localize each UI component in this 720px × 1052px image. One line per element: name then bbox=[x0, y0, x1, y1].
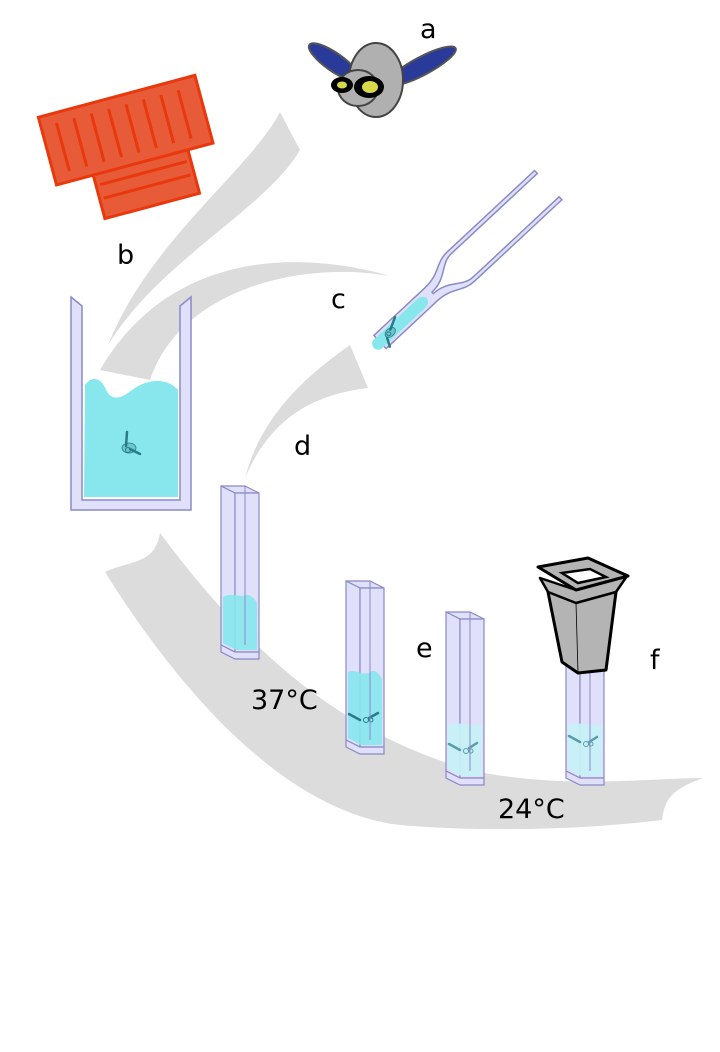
pipette-liquid bbox=[372, 296, 428, 350]
cuvette-cap-icon bbox=[536, 556, 630, 675]
cap-shaft bbox=[546, 590, 618, 675]
temperature-warm: 37°C bbox=[251, 685, 318, 716]
egg-collection-tray-icon bbox=[36, 73, 215, 221]
cuvette-icon bbox=[345, 580, 385, 755]
cuvette-3-liquid bbox=[448, 723, 482, 776]
cuvette-2-liquid bbox=[348, 670, 382, 745]
cap-edge bbox=[575, 602, 579, 674]
cuvette-icon bbox=[445, 611, 485, 786]
embryo-in-pipette bbox=[384, 315, 397, 348]
label-a: a bbox=[420, 14, 437, 45]
label-b: b bbox=[117, 240, 134, 271]
label-e: e bbox=[416, 633, 433, 664]
cap-opening bbox=[558, 567, 610, 585]
beaker-wall bbox=[70, 295, 192, 511]
label-d: d bbox=[294, 431, 311, 462]
tray-lid bbox=[36, 73, 215, 187]
label-c: c bbox=[331, 284, 346, 315]
cuvette-1-liquid bbox=[223, 594, 257, 650]
label-f: f bbox=[650, 645, 661, 676]
arrow-fly-to-beaker bbox=[108, 112, 300, 345]
tray-base-stripe-2 bbox=[99, 159, 188, 187]
arrow-beaker-to-cuvette bbox=[245, 345, 368, 478]
cuvette-4-liquid bbox=[568, 723, 602, 776]
arrow-incubation-sweep bbox=[105, 533, 703, 830]
tray-base-stripe-3 bbox=[103, 173, 191, 200]
tray-lid-slots bbox=[55, 89, 193, 172]
temperature-cool: 24°C bbox=[498, 794, 565, 825]
fruit-fly-icon bbox=[307, 42, 457, 118]
beaker-icon bbox=[70, 295, 192, 511]
fly-eye-right-iris bbox=[362, 81, 378, 93]
arrow-pipette-to-beaker bbox=[100, 262, 390, 380]
embryo-in-beaker bbox=[121, 430, 142, 456]
cuvette-icon bbox=[220, 485, 260, 660]
fly-eye-left-iris bbox=[337, 81, 347, 89]
pipette-icon bbox=[372, 169, 563, 350]
process-arrows bbox=[100, 112, 703, 830]
beaker-liquid bbox=[84, 378, 178, 497]
